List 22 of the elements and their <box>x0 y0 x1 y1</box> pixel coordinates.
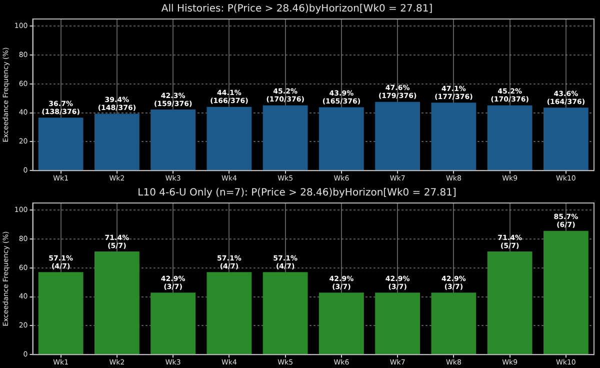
bar <box>38 272 84 354</box>
bar <box>431 292 476 354</box>
bar <box>318 292 364 354</box>
chart-title: L10 4-6-U Only (n=7): P(Price > 28.46)byHorizon[Wk0 = 27.81] <box>138 188 456 199</box>
bar <box>150 292 196 354</box>
bar <box>431 102 476 170</box>
bar <box>375 102 420 170</box>
bar <box>94 252 140 354</box>
bar <box>543 230 588 354</box>
chart-title: All Histories: P(Price > 28.46)byHorizon[Wk0 = 27.81] <box>161 4 433 15</box>
bar <box>262 105 308 170</box>
bar <box>375 292 420 354</box>
bar <box>94 114 140 170</box>
bar <box>150 110 196 170</box>
bar <box>487 105 532 170</box>
bar <box>262 272 308 354</box>
bar <box>206 272 252 354</box>
bar <box>487 252 532 354</box>
bar <box>318 107 364 170</box>
bar <box>38 118 84 170</box>
bar <box>543 108 588 170</box>
bar <box>206 106 252 170</box>
